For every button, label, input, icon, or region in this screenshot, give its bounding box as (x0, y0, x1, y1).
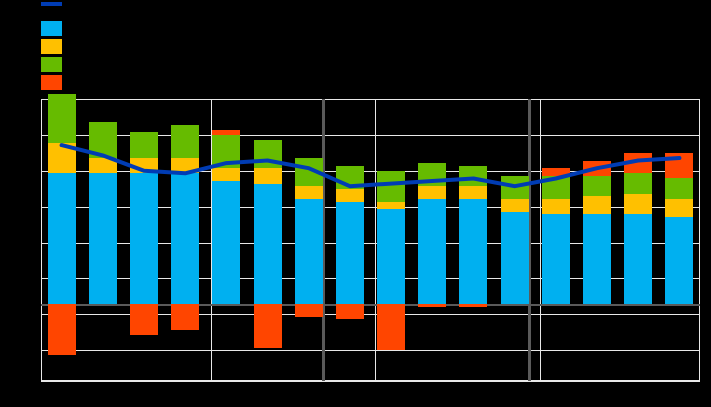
bar-segment-series-light-blue (541, 214, 570, 305)
gridline-vertical (211, 99, 212, 381)
bar-segment-series-orange (541, 168, 570, 176)
bar-stack[interactable] (377, 99, 406, 381)
net-line-path (59, 143, 682, 189)
bar-segment-series-green (47, 93, 76, 143)
bar-segment-series-yellow (418, 186, 447, 199)
bar-segment-series-orange (129, 304, 158, 335)
gridline-vertical (375, 99, 376, 381)
legend-swatch-series-green-icon (41, 56, 62, 72)
bar-segment-series-yellow (583, 196, 612, 215)
bar-stack[interactable] (294, 99, 323, 381)
gridline-horizontal (41, 381, 700, 382)
legend-swatch-series-orange-icon (41, 74, 62, 90)
bar-stack[interactable] (541, 99, 570, 381)
bar-segment-series-light-blue (665, 216, 694, 305)
legend-swatch-series-net-line-icon (41, 2, 62, 6)
bar-stack[interactable] (253, 99, 282, 381)
bar-segment-series-green (665, 178, 694, 199)
bar-segment-series-green (624, 173, 653, 194)
bar-segment-series-light-blue (171, 173, 200, 305)
net-line-series (59, 143, 682, 189)
bar-stack[interactable] (418, 99, 447, 381)
bar-segment-series-green (171, 124, 200, 158)
legend-item-series-light-blue[interactable] (41, 20, 69, 36)
gridline-horizontal (41, 135, 700, 136)
bar-segment-series-light-blue (335, 201, 364, 305)
bar-segment-series-light-blue (624, 214, 653, 305)
legend-item-series-green[interactable] (41, 56, 69, 72)
bar-segment-series-yellow (88, 157, 117, 174)
bar-segment-series-light-blue (377, 209, 406, 305)
group-separator (322, 99, 325, 381)
bar-segment-series-yellow (335, 188, 364, 202)
gridline-vertical (540, 99, 541, 381)
bar-segment-series-light-blue (47, 173, 76, 305)
bar-segment-series-green (129, 132, 158, 158)
legend-item-series-net-line[interactable] (41, 0, 69, 12)
bar-segment-series-light-blue (212, 181, 241, 305)
plot-area (41, 93, 700, 382)
legend-item-series-yellow[interactable] (41, 38, 69, 54)
bar-segment-series-light-blue (129, 173, 158, 305)
bar-segment-series-yellow (541, 198, 570, 215)
bar-stack[interactable] (171, 99, 200, 381)
bar-segment-series-yellow (253, 168, 282, 184)
bar-segment-series-yellow (624, 193, 653, 215)
bar-segment-series-orange (624, 152, 653, 174)
gridline-horizontal (41, 207, 700, 208)
bar-segment-series-orange (294, 304, 323, 317)
bar-segment-series-light-blue (253, 183, 282, 305)
bar-segment-series-yellow (377, 201, 406, 210)
bar-segment-series-yellow (459, 186, 488, 199)
gridline-horizontal (41, 243, 700, 244)
group-separator (528, 99, 531, 381)
legend-item-series-orange[interactable] (41, 74, 69, 90)
bar-segment-series-light-blue (294, 198, 323, 305)
bar-segment-series-orange (212, 129, 241, 135)
legend-swatch-series-light-blue-icon (41, 20, 62, 36)
bar-segment-series-yellow (171, 157, 200, 174)
bar-segment-series-orange (418, 304, 447, 307)
bar-stack[interactable] (459, 99, 488, 381)
bar-segment-series-orange (253, 304, 282, 348)
bar-segment-series-light-blue (418, 198, 447, 305)
gridline-horizontal (41, 314, 700, 315)
bar-segment-series-green (583, 175, 612, 197)
bar-stack[interactable] (47, 93, 76, 381)
zero-baseline (41, 304, 700, 306)
gridline-horizontal (41, 99, 700, 100)
gridline-horizontal (41, 278, 700, 279)
gridline-horizontal (41, 171, 700, 172)
gridline-horizontal (41, 350, 700, 351)
bar-segment-series-orange (171, 304, 200, 330)
bar-segment-series-light-blue (500, 211, 529, 305)
bar-segment-series-yellow (665, 198, 694, 217)
bar-stack[interactable] (88, 99, 117, 381)
bar-segment-series-light-blue (459, 198, 488, 305)
bar-segment-series-yellow (294, 186, 323, 199)
bar-segment-series-orange (47, 304, 76, 356)
bar-segment-series-light-blue (583, 214, 612, 305)
legend-swatch-series-yellow-icon (41, 38, 62, 54)
bar-segment-series-yellow (212, 168, 241, 182)
bar-segment-series-light-blue (88, 173, 117, 305)
chart-legend (41, 0, 341, 92)
bar-segment-series-orange (377, 304, 406, 351)
bar-segment-series-orange (335, 304, 364, 320)
bar-segment-series-orange (459, 304, 488, 307)
bar-stack[interactable] (583, 99, 612, 381)
bar-segment-series-yellow (500, 198, 529, 212)
bar-stack[interactable] (624, 99, 653, 381)
